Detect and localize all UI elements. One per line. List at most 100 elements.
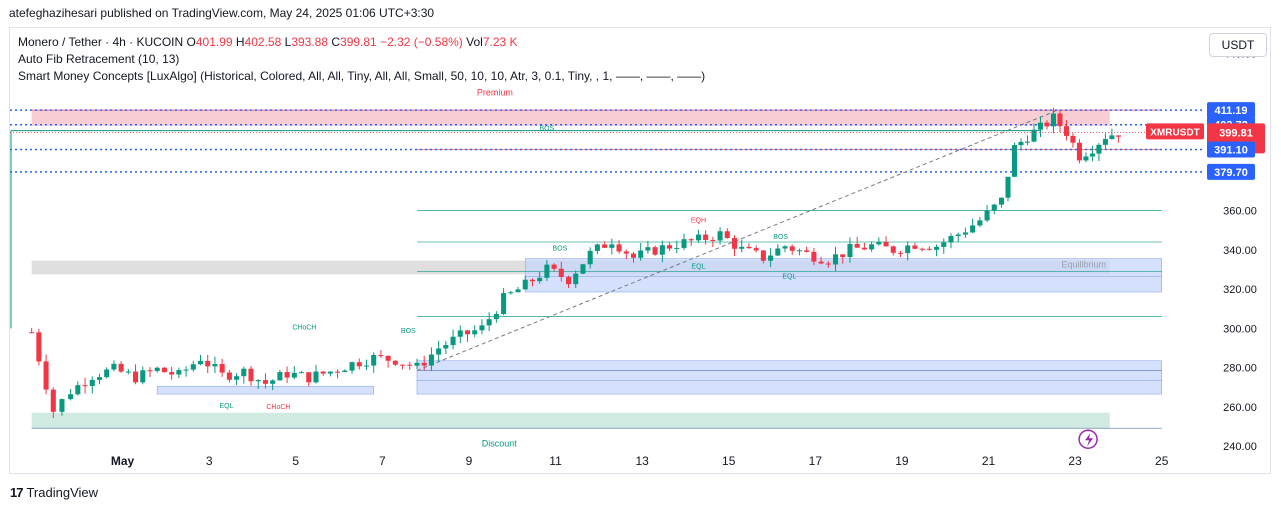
candle-body [970, 225, 976, 233]
candle-body [190, 364, 196, 370]
candle-body [1024, 141, 1031, 143]
candle-body [1083, 156, 1089, 161]
y-tick-label: 360.00 [1223, 206, 1257, 218]
candle-body [1005, 176, 1011, 198]
candle-body [1096, 144, 1102, 154]
candle-body [919, 248, 925, 250]
structure-label-bos: BOS [539, 126, 554, 133]
volume-label: Vol [466, 35, 483, 49]
candle-body [29, 332, 35, 334]
candle-body [991, 204, 997, 211]
candle-body [342, 370, 348, 373]
structure-label-premium: Premium [477, 88, 513, 98]
x-tick-label: 9 [466, 454, 473, 468]
candle-body [284, 372, 290, 378]
brand-name: TradingView [26, 485, 99, 500]
candle-body [688, 239, 694, 241]
indicator-smc[interactable]: Smart Money Concepts [LuxAlgo] (Historic… [18, 69, 706, 83]
candle-body [955, 234, 961, 237]
candle-body [161, 367, 167, 373]
candle-body [833, 254, 839, 265]
symbol-name[interactable]: Monero / Tether · 4h · KUCOIN [18, 35, 184, 49]
candle-body [854, 243, 860, 248]
candle-body [1018, 141, 1024, 146]
candle-body [796, 250, 802, 252]
candle-body [147, 370, 153, 372]
candle-body [472, 330, 478, 335]
x-tick-label: 25 [1155, 454, 1169, 468]
candle-body [371, 354, 377, 366]
x-tick-label: 19 [895, 454, 909, 468]
candle-body [926, 248, 932, 250]
price-tag-label: 411.19 [1214, 105, 1247, 117]
price-tag-label: 391.10 [1214, 145, 1248, 157]
candle-body [1050, 113, 1056, 127]
candle-body [775, 248, 781, 256]
candle-body [1057, 113, 1063, 127]
candle-body [335, 371, 341, 373]
candle-body [746, 246, 752, 249]
candle-body [731, 238, 738, 249]
candle-body [710, 239, 716, 241]
candle-body [241, 368, 247, 377]
x-tick-label: 17 [809, 454, 823, 468]
change-value: −2.32 (−0.58%) [380, 35, 463, 49]
candle-body [1076, 142, 1082, 161]
x-tick-label: 13 [635, 454, 649, 468]
candle-body [1089, 153, 1095, 157]
candle-body [262, 380, 268, 384]
candle-body [876, 241, 882, 245]
candle-body [1070, 135, 1076, 143]
structure-label-choch: CHoCH [266, 404, 290, 411]
candle-body [96, 377, 103, 380]
candle-body [515, 289, 521, 293]
structure-label-eql: EQL [691, 263, 705, 270]
candle-body [479, 325, 485, 331]
last-price-label: 399.81 [1219, 127, 1253, 139]
candle-body [847, 243, 853, 258]
indicator-fib[interactable]: Auto Fib Retracement (10, 13) [18, 52, 180, 66]
published-line: atefeghazihesari published on TradingVie… [9, 6, 435, 20]
candle-body [212, 364, 218, 367]
candle-body [125, 371, 131, 373]
candle-body [703, 234, 709, 240]
open-label: O [186, 35, 196, 49]
candle-body [811, 251, 817, 262]
candle-body [205, 360, 211, 367]
candle-body [573, 273, 579, 285]
price-tag-bg [1207, 163, 1255, 180]
candle-body [753, 248, 759, 251]
candle-body [630, 253, 637, 258]
x-tick-label: 5 [292, 454, 299, 468]
candle-body [659, 245, 665, 255]
candle-body [392, 360, 398, 365]
candle-body [1037, 122, 1043, 130]
candle-body [183, 369, 189, 371]
x-tick-label: 3 [206, 454, 213, 468]
structure-label-discount: Discount [482, 439, 518, 449]
close-label: C [331, 35, 341, 49]
candle-body [717, 231, 723, 241]
currency-button[interactable]: USDT [1209, 33, 1267, 57]
candle-body [522, 279, 528, 290]
candle-body [277, 372, 283, 381]
candle-body [501, 293, 507, 314]
candle-body [59, 399, 65, 412]
candle-body [695, 234, 701, 241]
candle-body [998, 197, 1005, 205]
candle-body [248, 368, 254, 382]
candle-body [789, 246, 795, 251]
x-tick-label: 7 [379, 454, 386, 468]
zone-ob4 [416, 380, 1163, 395]
candle-body [825, 263, 831, 265]
structure-label-bos: BOS [401, 328, 416, 335]
candle-body [984, 210, 990, 221]
y-tick-label: 280.00 [1223, 363, 1257, 375]
candle-body [169, 372, 175, 375]
structure-label-eqh: EQH [691, 217, 706, 224]
y-tick-label: 320.00 [1223, 284, 1257, 296]
candle-body [443, 345, 449, 349]
candle-body [681, 239, 687, 248]
candle-body [623, 251, 629, 254]
